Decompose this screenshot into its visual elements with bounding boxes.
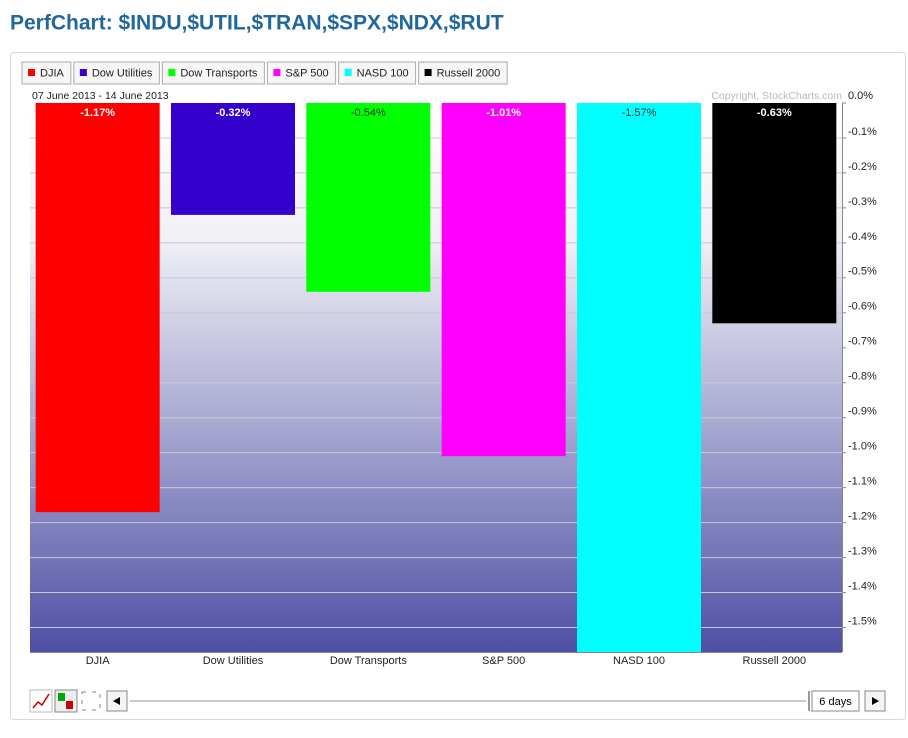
legend-item[interactable]: S&P 500 (266, 61, 337, 85)
arrow-left (113, 697, 120, 705)
y-tick-label: -1.1% (848, 476, 877, 488)
plot-area (30, 103, 842, 652)
y-tick-label: -0.7% (848, 336, 877, 348)
value-label: -0.63% (757, 107, 792, 119)
bar (577, 103, 701, 652)
y-tick-label: -1.5% (848, 615, 877, 627)
legend-swatch (344, 69, 352, 76)
x-tick-label: NASD 100 (613, 655, 665, 667)
legend-swatch (168, 69, 176, 76)
legend-swatch (79, 69, 87, 76)
legend-label: DJIA (40, 67, 65, 79)
y-tick-label: -0.8% (848, 371, 877, 383)
arrow-right (872, 697, 879, 705)
fullscreen-icon[interactable] (81, 691, 101, 711)
bar-icon-part (58, 693, 65, 701)
bar-icon-part (66, 701, 73, 709)
x-tick-label: Dow Transports (330, 655, 408, 667)
y-tick-label: -1.2% (848, 511, 877, 523)
legend-button[interactable] (21, 61, 72, 85)
legend-item[interactable]: NASD 100 (338, 61, 417, 85)
y-tick-label: -0.5% (848, 266, 877, 278)
legend-label: Russell 2000 (437, 67, 501, 79)
legend-item[interactable]: DJIA (21, 61, 72, 85)
scroll-thumb[interactable] (808, 691, 810, 711)
plot: -1.17% -0.32% -0.54% -1.01% -1.57% -0.63% (30, 103, 842, 652)
legend-button[interactable] (161, 61, 265, 85)
value-label: -1.01% (486, 107, 521, 119)
legend: DJIA Dow Utilities Dow Transports S&P 500 NA… (21, 61, 508, 85)
legend-label: NASD 100 (357, 67, 409, 79)
chart-title: PerfChart: $INDU,$UTIL,$TRAN,$SPX,$NDX,$… (10, 12, 504, 35)
bar (712, 103, 837, 324)
chart-icon-line (32, 693, 50, 709)
chart-icon[interactable] (29, 689, 53, 713)
y-tick-label: -1.0% (848, 441, 877, 453)
legend-item[interactable]: Dow Transports (161, 61, 265, 85)
bar (306, 103, 431, 292)
legend-swatch (424, 69, 432, 76)
legend-button[interactable] (266, 61, 337, 85)
legend-label: Dow Transports (180, 67, 258, 79)
legend-item[interactable]: Dow Utilities (73, 61, 160, 85)
y-tick-label: -0.9% (848, 406, 877, 418)
date-range: 07 June 2013 - 14 June 2013 (32, 90, 169, 102)
y-tick-label: -0.6% (848, 301, 877, 313)
legend-item[interactable]: Russell 2000 (418, 61, 508, 85)
x-tick-label: DJIA (86, 655, 111, 667)
legend-label: S&P 500 (285, 67, 328, 79)
y-tick-label: -1.4% (848, 580, 877, 592)
copyright: Copyright, StockCharts.com (711, 90, 842, 102)
x-tick-label: Russell 2000 (743, 655, 807, 667)
y-tick-label: -0.1% (848, 126, 877, 138)
legend-label: Dow Utilities (92, 67, 153, 79)
value-label: -1.17% (80, 107, 115, 119)
legend-button[interactable] (418, 61, 508, 85)
x-tick-label: S&P 500 (482, 655, 525, 667)
bar (171, 103, 295, 215)
y-tick-label: 0.0% (848, 90, 873, 102)
y-tick-label: -1.3% (848, 545, 877, 557)
y-tick-label: -0.3% (848, 196, 877, 208)
legend-swatch (273, 69, 281, 76)
legend-swatch (28, 69, 35, 76)
bar (441, 103, 566, 457)
y-tick-label: -0.4% (848, 231, 877, 243)
y-tick-label: -0.2% (848, 161, 877, 173)
value-label: -1.57% (622, 107, 657, 119)
bar (35, 103, 160, 513)
range-button[interactable] (811, 690, 860, 712)
legend-button[interactable] (338, 61, 417, 85)
value-label: -0.54% (351, 107, 386, 119)
value-label: -0.32% (216, 107, 251, 119)
x-tick-label: Dow Utilities (203, 655, 264, 667)
range-button-label: 6 days (819, 696, 852, 708)
legend-button[interactable] (73, 61, 160, 85)
